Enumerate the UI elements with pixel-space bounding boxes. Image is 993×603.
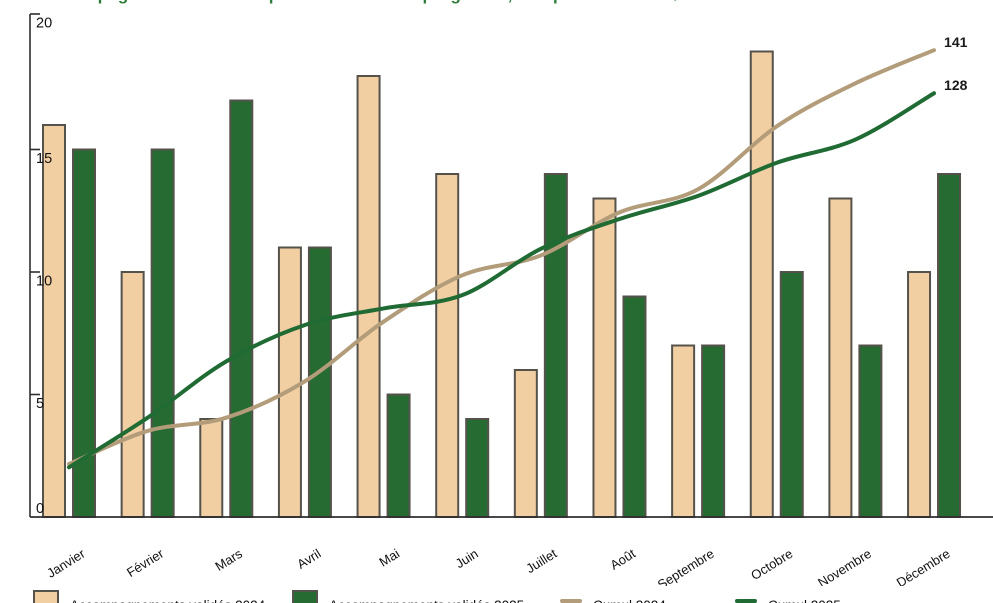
chart-legend: Accompagnements validés 2024 Accompagneme… [0,590,993,603]
bar-2025-septembre [701,344,726,518]
bar-2025-août [622,295,647,518]
line-end-label-2024: 141 [944,34,968,50]
legend-label-4: Cumul 2025 [768,598,841,603]
y-tick-label-15: 15 [36,151,52,167]
month-label-9: Septembre [655,546,717,586]
y-tick-label-0: 0 [36,501,44,517]
cumulative-line-2024 [67,48,937,467]
bar-2024-mars [199,418,224,518]
month-label-12: Décembre [894,546,953,586]
legend-item-1: Accompagnements validés 2024 [33,590,265,603]
chart-title-text: Accompagnements validés par mois et cumu… [0,0,993,5]
month-label-5: Mai [376,546,402,570]
month-label-11: Novembre [815,546,874,586]
bar-2024-février [120,271,145,518]
bar-2025-mai [386,393,411,518]
cumulative-line-2025 [67,91,937,470]
month-label-3: Mars [212,546,245,574]
bar-2025-octobre [779,271,804,518]
legend-swatch-line-3 [560,599,582,603]
cumulative-lines-group: 141 128 [67,34,968,470]
legend-item-2: Accompagnements validés 2025 [292,590,524,603]
legend-item-3: Cumul 2024 [560,590,666,603]
legend-label-3: Cumul 2024 [593,598,666,603]
bar-2025-avril [307,246,332,518]
y-tick-label-20: 20 [36,16,52,32]
legend-label-1: Accompagnements validés 2024 [70,598,265,603]
axes-group: 0 5 10 15 20 [29,13,993,518]
y-tick-label-10: 10 [36,274,52,290]
legend-swatch-line-4 [735,599,757,603]
bar-line-chart: 0 5 10 15 20 Janvier Février Mars Avril Mai Juin Ju… [29,13,993,586]
bar-2025-novembre [858,344,883,518]
bar-2025-juillet [543,173,568,518]
bar-2024-octobre [749,50,774,518]
x-axis-labels: Janvier Février Mars Avril Mai Juin Juillet Aoû… [44,545,953,586]
bar-2024-avril [277,246,302,518]
month-label-7: Juillet [523,546,559,577]
legend-item-4: Cumul 2025 [735,590,841,603]
month-label-8: Août [607,546,638,573]
bar-2024-janvier [42,124,66,518]
month-label-2: Février [124,545,167,580]
legend-label-2: Accompagnements validés 2025 [329,598,524,603]
month-label-10: Octobre [748,546,795,583]
month-label-4: Avril [294,546,323,572]
bar-2024-novembre [828,197,853,518]
bar-2025-février [150,148,175,518]
chart-title-cropped: Accompagnements validés par mois et cumu… [0,0,993,5]
bar-2024-juin [435,173,460,518]
bar-2024-juillet [513,369,538,518]
bar-2024-août [592,197,617,518]
legend-swatch-bar-2 [292,590,318,603]
line-end-label-2025: 128 [944,77,968,93]
bar-2025-juin [465,418,490,518]
bars-group [42,50,962,518]
legend-swatch-bar-1 [33,590,59,603]
bar-2024-décembre [907,271,932,518]
bar-2025-mars [229,99,254,518]
bar-2024-mai [356,75,381,518]
y-tick-label-5: 5 [36,396,44,412]
month-label-6: Juin [453,546,481,571]
month-label-1: Janvier [44,545,88,580]
bar-2024-septembre [671,344,696,518]
bar-2025-décembre [937,173,962,518]
